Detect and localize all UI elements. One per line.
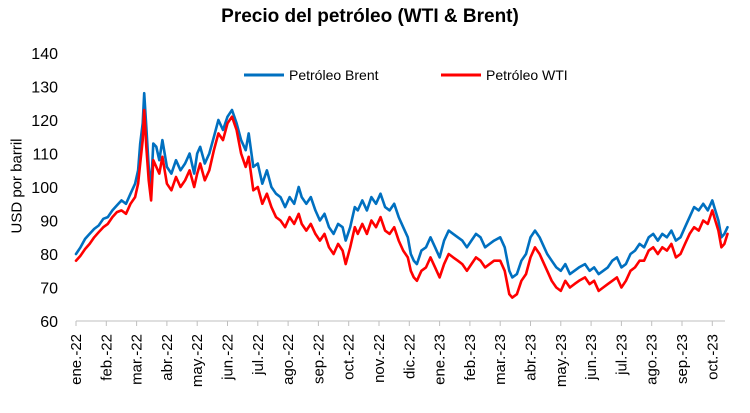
y-tick-label: 60: [40, 314, 58, 331]
series-line-wti: [74, 108, 729, 299]
series-line-brent: [74, 91, 729, 279]
x-tick-label: ago.-22: [280, 334, 297, 385]
x-tick-label: jul.-22: [250, 334, 267, 376]
y-tick-label: 80: [40, 247, 58, 264]
x-tick-label: may.-23: [553, 334, 570, 387]
y-tick-label: 140: [31, 46, 58, 63]
y-tick-label: 130: [31, 80, 58, 97]
x-tick-label: oct.-23: [704, 334, 721, 380]
x-tick-label: mar.-23: [492, 334, 509, 385]
legend-label: Petróleo WTI: [486, 67, 568, 83]
y-tick-label: 90: [40, 214, 58, 231]
x-tick-label: feb.-22: [98, 334, 115, 381]
x-tick-label: abr.-22: [159, 334, 176, 381]
x-tick-label: sep.-23: [674, 334, 691, 384]
x-tick-label: dic.-22: [401, 334, 418, 379]
x-tick-label: feb.-23: [462, 334, 479, 381]
legend-label: Petróleo Brent: [289, 67, 379, 83]
x-tick-label: ago.-23: [644, 334, 661, 385]
y-tick-label: 70: [40, 281, 58, 298]
x-tick-label: sep.-22: [310, 334, 327, 384]
x-tick-label: abr.-23: [523, 334, 540, 381]
x-tick-label: jul.-23: [613, 334, 630, 376]
x-tick-label: jun.-22: [220, 334, 237, 381]
y-tick-label: 110: [32, 147, 58, 164]
chart-title: Precio del petróleo (WTI & Brent): [221, 6, 519, 27]
x-tick-label: mar.-22: [129, 334, 146, 385]
x-tick-label: may.-22: [189, 334, 206, 387]
y-tick-label: 100: [31, 180, 58, 197]
x-tick-label: jun.-23: [583, 334, 600, 381]
y-tick-label: 120: [31, 113, 58, 130]
x-tick-label: ene.-23: [432, 334, 449, 385]
x-tick-label: ene.-22: [68, 334, 85, 385]
x-tick-label: oct.-22: [341, 334, 358, 380]
x-tick-label: nov.-22: [371, 334, 388, 383]
